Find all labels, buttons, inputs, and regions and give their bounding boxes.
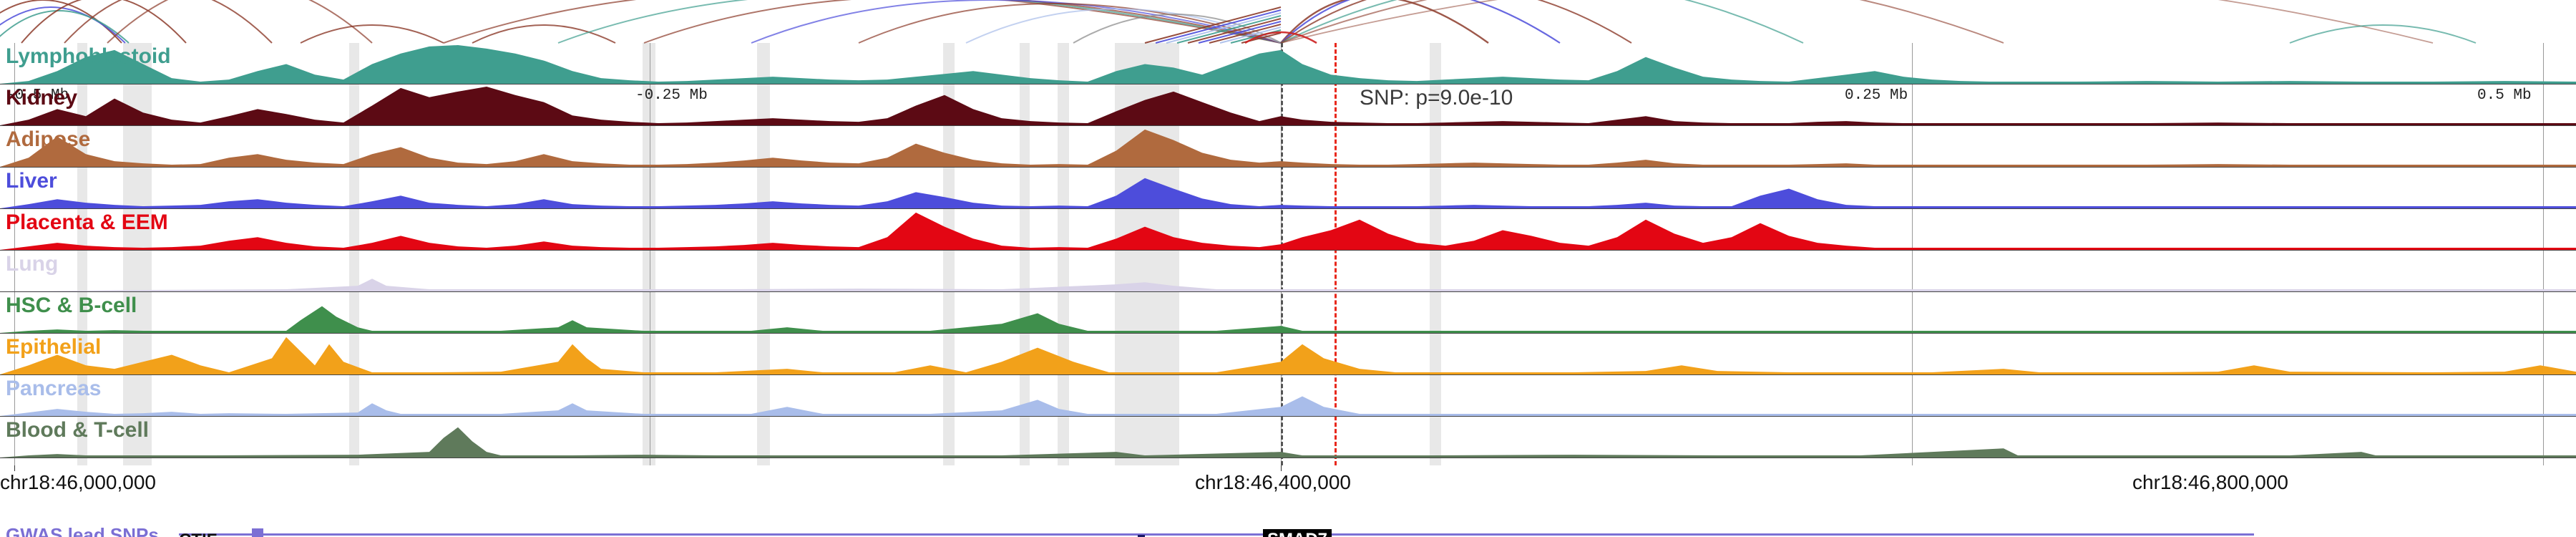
gene-label-smad7[interactable]: SMAD7 [1263,529,1332,537]
track-adipose: Adipose [0,126,2576,168]
track-lung: Lung [0,251,2576,292]
track-pancreas: Pancreas [0,375,2576,417]
track-hsc-bcell: HSC & B-cell [0,292,2576,334]
gene-label-ctif[interactable]: CTIF [179,531,217,537]
gwas-lead-snps-row[interactable]: GWAS lead SNPs [0,495,2576,516]
track-placenta-eem: Placenta & EEM [0,209,2576,251]
track-kidney: Kidney [0,84,2576,126]
axis-label-right: chr18:46,800,000 [2132,471,2288,494]
gene-models-row: CTIF >>>>>>>>>>>>>>>>>>>>>> <<<<<<<<<< S… [0,533,2576,537]
signal-tracks-panel: -0.5 Mb -0.25 Mb 0.25 Mb 0.5 Mb SNP: p=9… [0,43,2576,465]
axis-label-mid: chr18:46,400,000 [1195,471,1351,494]
chromatin-interaction-arcs [0,0,2576,43]
axis-label-left: chr18:46,000,000 [0,471,156,494]
genome-browser-view: -0.5 Mb -0.25 Mb 0.25 Mb 0.5 Mb SNP: p=9… [0,0,2576,537]
track-lymphoblastoid: Lymphoblastoid [0,43,2576,84]
track-blood-tcell: Blood & T-cell [0,417,2576,458]
bottom-axis-region: chr18:46,000,000 chr18:46,400,000 chr18:… [0,465,2576,537]
track-liver: Liver [0,168,2576,209]
track-epithelial: Epithelial [0,334,2576,375]
